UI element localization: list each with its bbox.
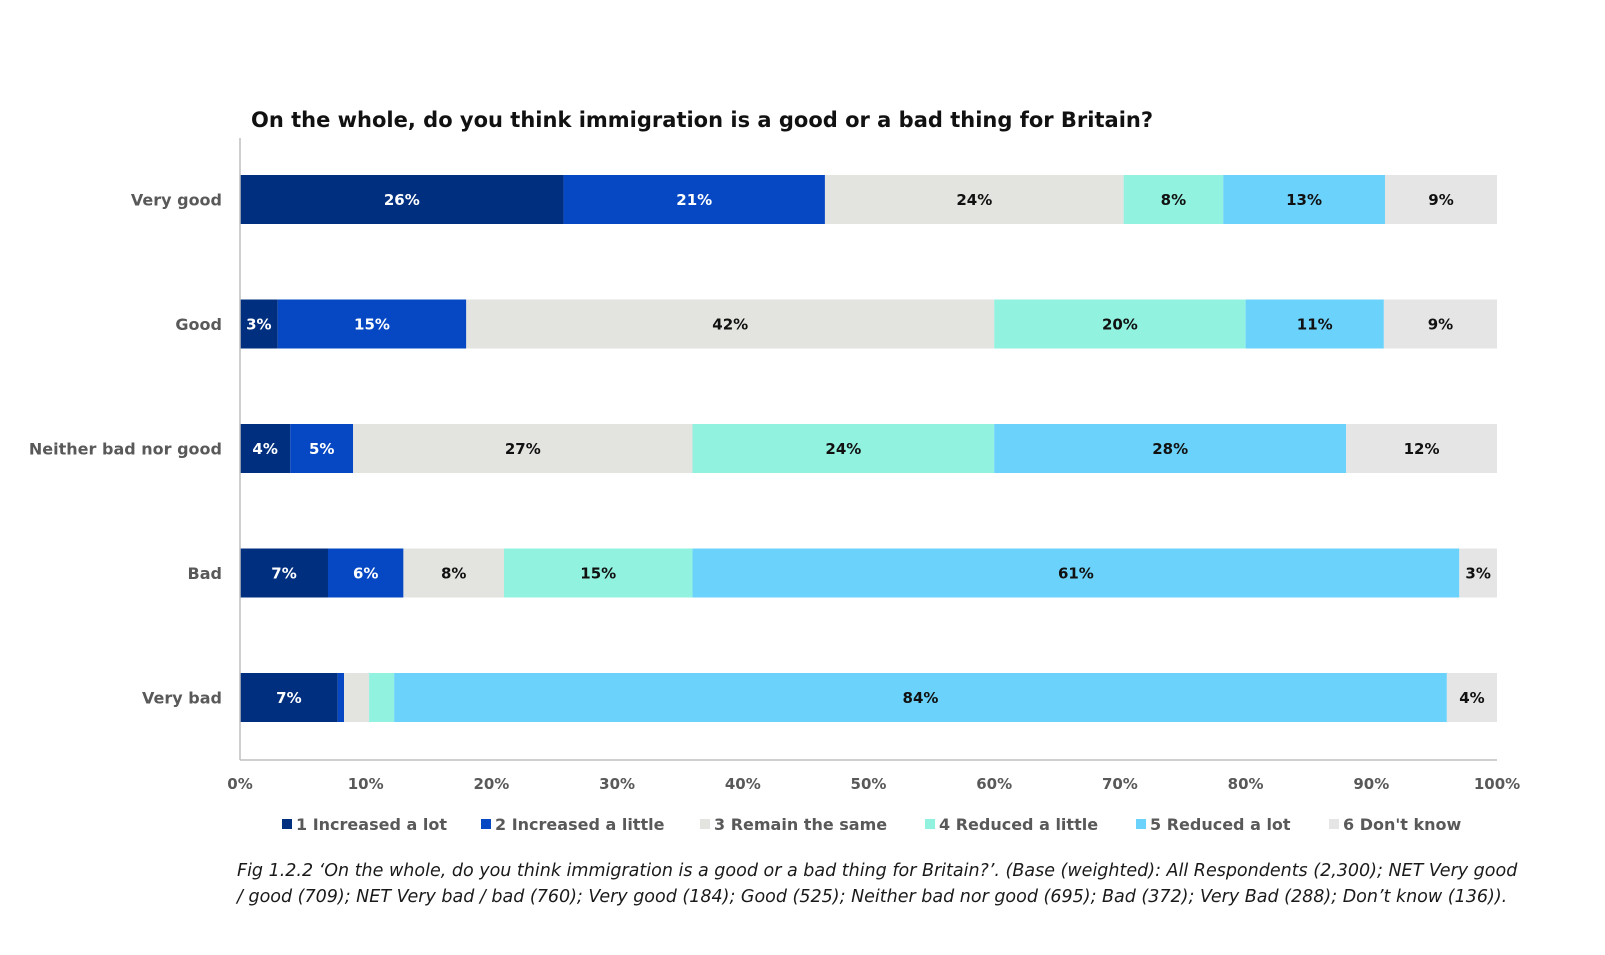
x-tick-label: 10% (348, 775, 384, 793)
data-label: 24% (956, 191, 992, 209)
data-label: 27% (505, 440, 541, 458)
bar-segment (277, 299, 467, 349)
data-label: 26% (384, 191, 420, 209)
bars-layer (240, 175, 1497, 722)
bar-segment (394, 673, 1447, 722)
legend-label: 5 Reduced a lot (1150, 815, 1291, 834)
bar-segment (344, 673, 370, 722)
legend-swatch (481, 819, 491, 829)
figure-caption-label: Fig 1.2.2 (237, 861, 314, 881)
x-tick-label: 20% (473, 775, 509, 793)
bar-segment (290, 424, 354, 473)
bar-segment (994, 424, 1347, 473)
bar-segment (824, 175, 1124, 224)
bar-segment (327, 548, 404, 598)
chart-title: On the whole, do you think immigration i… (251, 108, 1153, 132)
legend-label: 6 Don't know (1343, 815, 1462, 834)
data-label: 6% (353, 565, 378, 583)
bar-segment (1383, 299, 1497, 349)
data-label: 3% (246, 316, 271, 334)
category-label: Neither bad nor good (29, 440, 222, 459)
legend-swatch (925, 819, 935, 829)
category-label: Good (175, 315, 222, 334)
data-label: 4% (1459, 689, 1484, 707)
bar-segment (1459, 548, 1497, 598)
data-label: 9% (1428, 191, 1453, 209)
bar-segment (563, 175, 825, 224)
bar-segment (337, 673, 345, 722)
bar-segment (1446, 673, 1497, 722)
x-tick-label: 90% (1353, 775, 1389, 793)
data-label: 61% (1058, 565, 1094, 583)
bar-segment (692, 424, 995, 473)
x-tick-label: 0% (227, 775, 252, 793)
legend-swatch (700, 819, 710, 829)
data-label: 13% (1286, 191, 1322, 209)
data-labels-layer: 26% 21% 24% 8% 13% 9% 3% 15% 42% 20% 11% 9% 4% 5% 27% 2… (246, 191, 1491, 707)
bar-segment (692, 548, 1460, 598)
data-label: 20% (1102, 316, 1138, 334)
data-label: 8% (1161, 191, 1186, 209)
x-tick-label: 100% (1474, 775, 1520, 793)
bar-segment (1245, 299, 1384, 349)
legend-label: 4 Reduced a little (939, 815, 1098, 834)
legend-label: 1 Increased a lot (296, 815, 447, 834)
legend-label: 3 Remain the same (714, 815, 887, 834)
data-label: 11% (1297, 316, 1333, 334)
legend: 1 Increased a lot 2 Increased a little 3 R… (282, 815, 1462, 834)
data-label: 12% (1404, 440, 1440, 458)
bar-segment (240, 424, 291, 473)
data-label: 9% (1428, 316, 1453, 334)
bar-segment (1123, 175, 1224, 224)
data-label: 7% (276, 689, 301, 707)
figure-caption-text: ‘On the whole, do you think immigration … (237, 861, 1518, 907)
x-tick-label: 40% (725, 775, 761, 793)
figure-caption: Fig 1.2.2 ‘On the whole, do you think im… (237, 858, 1527, 910)
data-label: 28% (1152, 440, 1188, 458)
data-label: 15% (580, 565, 616, 583)
x-tick-label: 80% (1228, 775, 1264, 793)
bar-segment (1346, 424, 1497, 473)
data-label: 5% (309, 440, 334, 458)
data-label: 24% (825, 440, 861, 458)
bar-segment (466, 299, 995, 349)
bar-segment (240, 673, 338, 722)
data-label: 42% (712, 316, 748, 334)
category-label: Bad (188, 564, 222, 583)
category-label: Very bad (142, 689, 222, 708)
x-tick-label: 50% (851, 775, 887, 793)
x-tick-label: 70% (1102, 775, 1138, 793)
x-tick-label: 60% (976, 775, 1012, 793)
bar-segment (369, 673, 395, 722)
data-label: 15% (354, 316, 390, 334)
bar-segment (1223, 175, 1385, 224)
bar-segment (403, 548, 504, 598)
x-tick-label: 30% (599, 775, 635, 793)
bar-segment (994, 299, 1246, 349)
bar-segment (240, 175, 564, 224)
axis-layer: Very good Good Neither bad nor good Bad Very… (29, 138, 1520, 793)
data-label: 21% (676, 191, 712, 209)
data-label: 4% (252, 440, 277, 458)
bar-segment (503, 548, 693, 598)
legend-label: 2 Increased a little (495, 815, 665, 834)
legend-swatch (282, 819, 292, 829)
bar-segment (353, 424, 693, 473)
bar-segment (1384, 175, 1497, 224)
legend-swatch (1329, 819, 1339, 829)
data-label: 7% (271, 565, 296, 583)
legend-swatch (1136, 819, 1146, 829)
data-label: 8% (441, 565, 466, 583)
bar-segment (240, 299, 278, 349)
bar-segment (240, 548, 328, 598)
category-label: Very good (131, 191, 222, 210)
data-label: 84% (903, 689, 939, 707)
data-label: 3% (1465, 565, 1490, 583)
